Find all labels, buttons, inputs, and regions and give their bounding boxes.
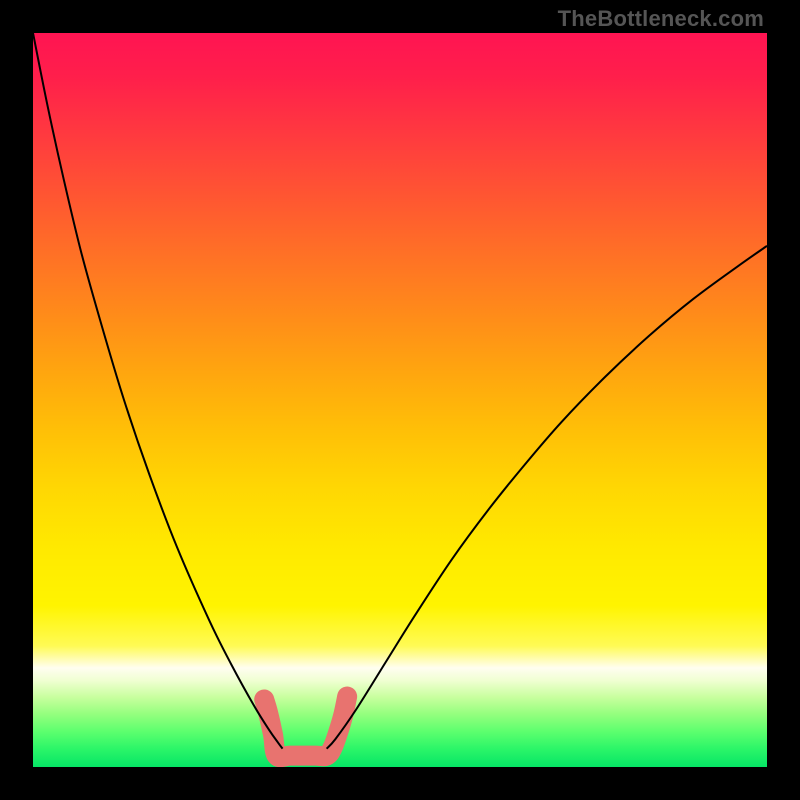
right-branch: [327, 246, 767, 749]
curves-layer: [33, 33, 767, 767]
chart-frame: TheBottleneck.com: [0, 0, 800, 800]
optimal-band: [264, 697, 347, 758]
plot-area: [33, 33, 767, 767]
left-branch: [33, 33, 283, 749]
watermark-text: TheBottleneck.com: [558, 6, 764, 32]
